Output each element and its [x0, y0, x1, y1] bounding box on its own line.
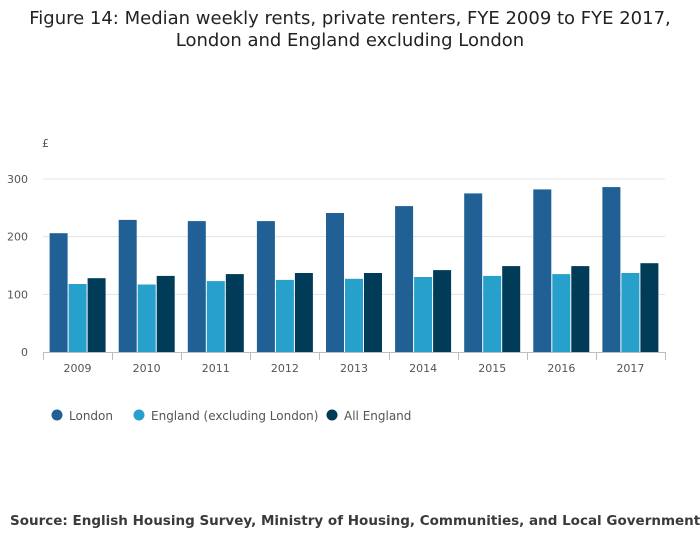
y-axis-label: £ [42, 137, 49, 150]
bar-london [187, 221, 206, 352]
bar-england-excluding-london [68, 284, 87, 352]
legend-marker [51, 409, 63, 421]
bar-london [118, 219, 137, 352]
bar-london [326, 213, 344, 352]
x-tick-label: 2011 [202, 362, 230, 375]
bar-all-england [571, 266, 590, 352]
bar-england-excluding-london [345, 278, 363, 352]
bar-england-excluding-london [552, 274, 571, 352]
x-tick-label: 2010 [133, 362, 161, 375]
legend-label: England (excluding London) [151, 409, 318, 423]
bar-all-england [87, 278, 106, 352]
x-tick-label: 2009 [64, 362, 92, 375]
y-tick-label: 200 [7, 231, 28, 244]
bar-london [602, 187, 621, 352]
x-tick-label: 2014 [409, 362, 437, 375]
x-tick-label: 2012 [271, 362, 299, 375]
bar-all-england [364, 273, 382, 352]
legend-marker [326, 409, 338, 421]
y-tick-label: 100 [7, 288, 28, 301]
bar-london [49, 233, 68, 352]
bar-england-excluding-london [621, 273, 640, 352]
chart-title-line-2: London and England excluding London [175, 30, 525, 51]
bar-all-england [156, 275, 175, 352]
x-tick-label: 2013 [340, 362, 368, 375]
y-tick-label: 0 [21, 346, 28, 359]
y-tick-label: 300 [7, 173, 28, 186]
bar-all-england [502, 266, 521, 352]
bar-england-excluding-london [137, 284, 156, 352]
bar-england-excluding-london [414, 277, 433, 352]
bar-all-england [433, 270, 452, 352]
bar-england-excluding-london [206, 281, 225, 352]
bar-all-england [640, 263, 659, 352]
bar-all-england [225, 274, 244, 352]
x-tick-label: 2017 [616, 362, 644, 375]
source-note: Source: English Housing Survey, Ministry… [10, 513, 700, 529]
bar-london [256, 221, 275, 352]
legend-label: All England [344, 409, 411, 423]
bar-england-excluding-london [275, 279, 294, 352]
bar-london [464, 193, 483, 352]
bar-all-england [294, 273, 313, 352]
x-tick-label: 2015 [478, 362, 506, 375]
bar-england-excluding-london [483, 275, 502, 352]
bar-london [533, 189, 552, 352]
chart-title-line-1: Figure 14: Median weekly rents, private … [29, 8, 671, 29]
legend-marker [133, 409, 145, 421]
chart-title: Figure 14: Median weekly rents, private … [0, 8, 700, 52]
bar-london [395, 206, 414, 352]
x-tick-label: 2016 [547, 362, 575, 375]
legend-label: London [69, 409, 113, 423]
